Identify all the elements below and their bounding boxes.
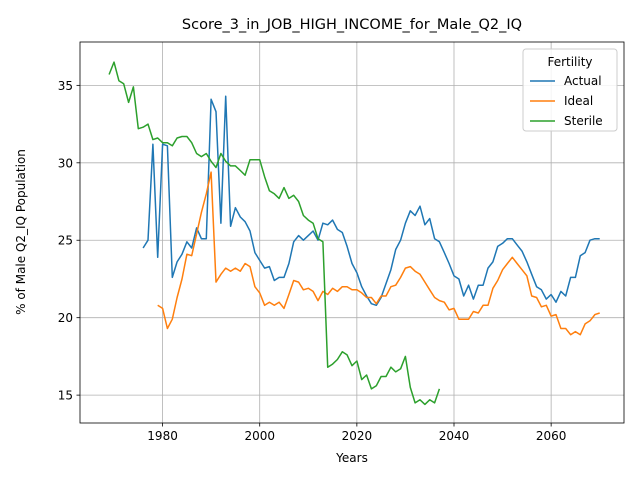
y-tick-label: 25	[58, 234, 73, 248]
legend-label-sterile: Sterile	[564, 114, 603, 128]
legend-label-ideal: Ideal	[564, 94, 593, 108]
legend-box	[522, 48, 618, 132]
y-axis-label: % of Male Q2_IQ Population	[14, 149, 28, 315]
x-axis-ticks: 1980 2000 2020 2040 2060	[147, 423, 566, 443]
plot-frame	[79, 41, 625, 424]
y-tick-label: 35	[58, 79, 73, 93]
legend-items: Actual Ideal Sterile	[530, 74, 603, 128]
series-line-sterile	[108, 61, 441, 406]
y-tick-label: 30	[58, 156, 73, 170]
y-tick-label: 20	[58, 311, 73, 325]
x-tick-label: 2000	[244, 429, 275, 443]
x-tick-label: 2060	[536, 429, 567, 443]
x-tick-label: 2020	[342, 429, 373, 443]
legend-title: Fertility	[547, 55, 592, 69]
series-lines	[108, 61, 600, 406]
chart-title: Score_3_in_JOB_HIGH_INCOME_for_Male_Q2_I…	[182, 17, 522, 33]
x-tick-label: 2040	[439, 429, 470, 443]
x-tick-label: 1980	[147, 429, 178, 443]
x-axis-label: Years	[335, 451, 368, 465]
series-line-ideal	[157, 171, 600, 336]
series-line-actual	[142, 95, 600, 307]
legend-label-actual: Actual	[564, 74, 602, 88]
y-axis-ticks: 15 20 25 30 35	[58, 79, 80, 403]
legend: Fertility Actual Ideal Sterile	[522, 48, 618, 132]
y-tick-label: 15	[58, 389, 73, 403]
